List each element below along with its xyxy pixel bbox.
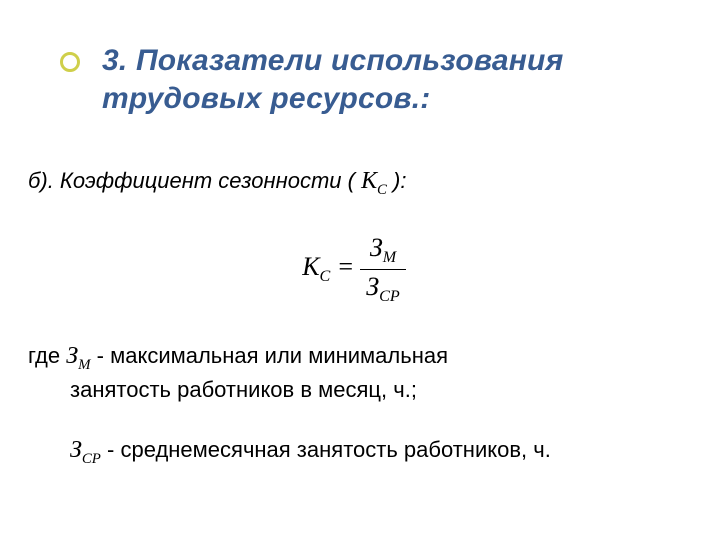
where2-text-b: - среднемесячная занятость работников, ч… — [101, 437, 551, 462]
formula-numerator: ЗМ — [360, 233, 405, 269]
symbol-zcp-z: З — [70, 437, 82, 463]
where-line-2: ЗСР - среднемесячная занятость работнико… — [28, 437, 680, 468]
formula-lhs: КС = — [302, 252, 354, 286]
symbol-kc-sub: С — [377, 182, 387, 198]
formula-denominator: ЗСР — [360, 269, 405, 306]
formula: КС = ЗМ ЗСР — [28, 233, 680, 306]
symbol-kc: КС — [361, 168, 387, 194]
formula-fraction: ЗМ ЗСР — [360, 233, 405, 306]
formula-num-sub: М — [383, 249, 396, 266]
definition-text-a: б). Коэффициент сезонности ( — [28, 168, 361, 193]
where-text-c: занятость работников в месяц, ч.; — [28, 375, 680, 405]
definition-line: б). Коэффициент сезонности ( КС ): — [28, 168, 680, 199]
symbol-kc-k: К — [361, 168, 377, 194]
bullet-ring-icon — [60, 52, 80, 72]
symbol-zm: ЗМ — [66, 343, 90, 369]
symbol-zcp: ЗСР — [70, 437, 101, 463]
slide: { "colors": { "heading": "#385c91", "bul… — [0, 0, 720, 540]
where-line: где ЗМ - максимальная или минимальная за… — [28, 340, 680, 405]
definition-text-b: ): — [387, 168, 407, 193]
formula-lhs-k: К — [302, 252, 319, 281]
formula-num-z: З — [370, 233, 383, 262]
symbol-zm-z: З — [66, 343, 78, 369]
symbol-zm-sub: М — [78, 357, 90, 373]
formula-den-z: З — [366, 272, 379, 301]
slide-heading-row: 3. Показатели использования трудовых рес… — [60, 42, 680, 117]
formula-den-sub: СР — [379, 288, 400, 305]
where-text-a: где — [28, 343, 66, 368]
symbol-zcp-sub: СР — [82, 451, 101, 467]
formula-eq: = — [330, 252, 354, 281]
formula-lhs-sub: С — [320, 269, 331, 286]
where-text-b: - максимальная или минимальная — [91, 343, 448, 368]
slide-title: 3. Показатели использования трудовых рес… — [102, 42, 680, 117]
slide-body: б). Коэффициент сезонности ( КС ): КС = … — [28, 168, 680, 468]
